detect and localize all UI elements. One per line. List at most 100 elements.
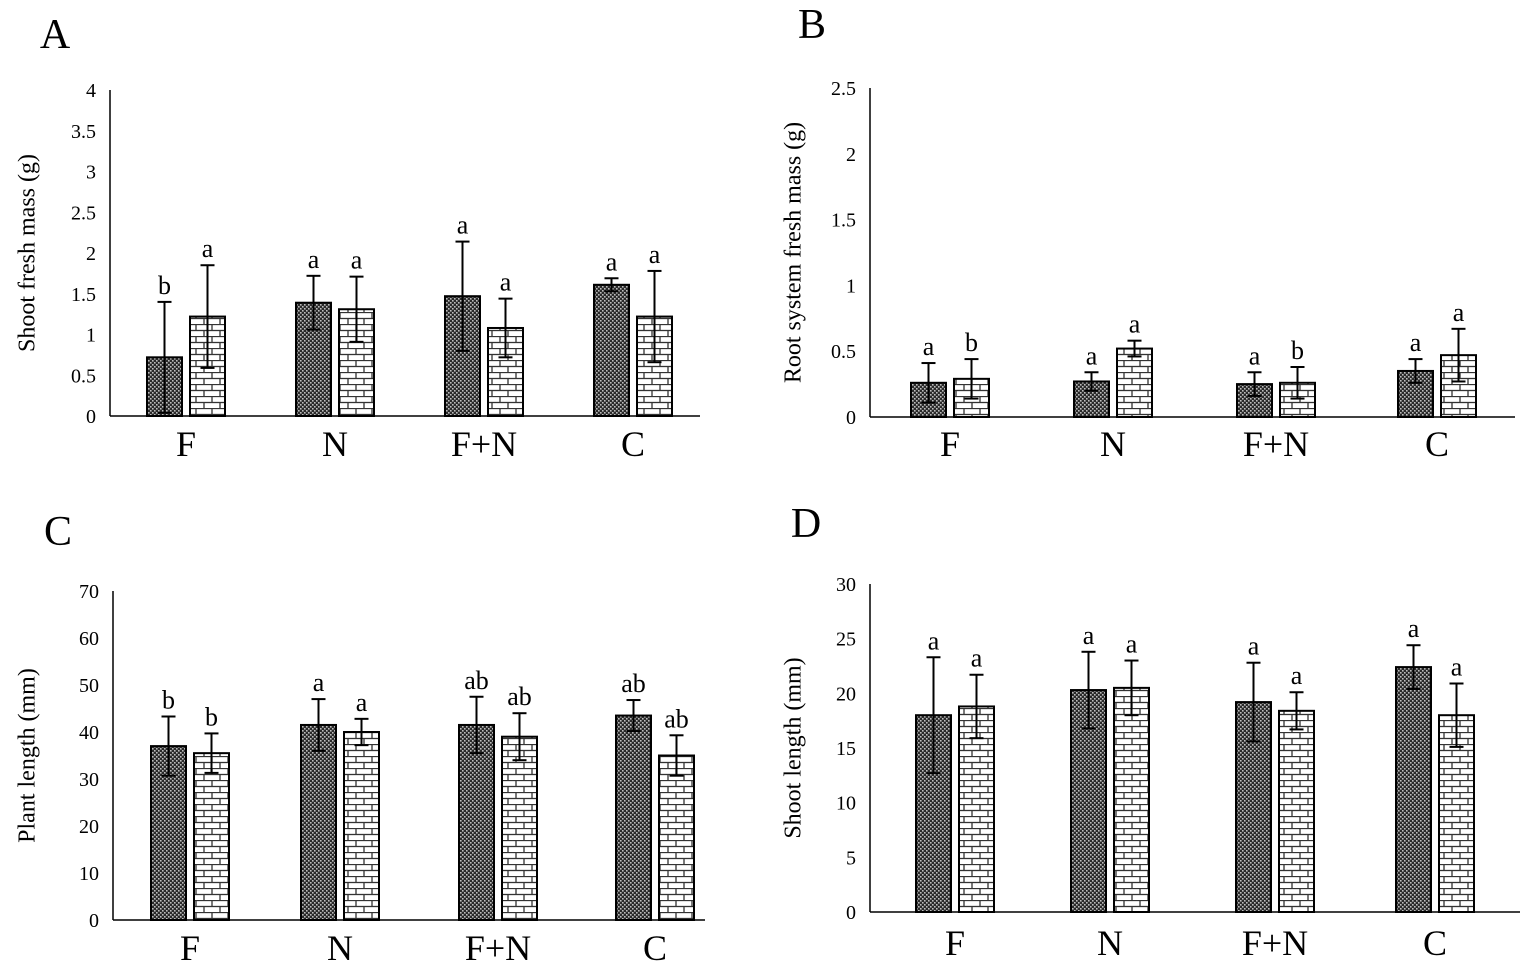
y-axis-label: Plant length (mm) bbox=[14, 668, 40, 843]
significance-letter: ab bbox=[464, 666, 489, 695]
panel-c: C 0 10 20 30 40 50 60 70 Plant length (mm) F N F+N Cb… bbox=[14, 509, 705, 968]
y-tick-label: 0.5 bbox=[831, 341, 856, 363]
significance-letter: b bbox=[205, 702, 218, 731]
significance-letter: a bbox=[1126, 630, 1138, 659]
y-tick-label: 10 bbox=[79, 863, 99, 885]
bar bbox=[458, 723, 495, 922]
x-tick-label: N bbox=[1100, 424, 1126, 464]
significance-letter: a bbox=[313, 668, 325, 697]
x-tick-label: F+N bbox=[1242, 923, 1308, 963]
y-axis-label: Shoot fresh mass (g) bbox=[14, 154, 40, 352]
significance-letter: a bbox=[308, 245, 320, 274]
x-tick-label: F bbox=[940, 424, 960, 464]
y-tick-label: 0.5 bbox=[71, 365, 96, 387]
significance-letter: a bbox=[457, 211, 469, 240]
bar bbox=[593, 283, 630, 417]
bar bbox=[958, 705, 995, 913]
significance-letter: a bbox=[202, 234, 214, 263]
significance-letter: b bbox=[158, 271, 171, 300]
y-tick-label: 3 bbox=[86, 162, 96, 184]
x-tick-label: C bbox=[1425, 424, 1449, 464]
significance-letter: ab bbox=[664, 704, 689, 733]
significance-letter: a bbox=[971, 644, 983, 673]
bar bbox=[636, 315, 673, 418]
significance-letter: b bbox=[965, 328, 978, 357]
significance-letter: a bbox=[351, 246, 363, 275]
x-tick-label: N bbox=[1097, 923, 1123, 963]
bar bbox=[501, 735, 538, 922]
bar bbox=[1438, 714, 1475, 914]
bar bbox=[343, 731, 380, 921]
y-axis-label: Root system fresh mass (g) bbox=[780, 122, 806, 383]
significance-letter: b bbox=[1291, 336, 1304, 365]
significance-letter: a bbox=[606, 247, 618, 276]
bar bbox=[615, 714, 652, 921]
significance-letter: a bbox=[1410, 328, 1422, 357]
significance-letter: a bbox=[356, 688, 368, 717]
significance-letter: a bbox=[1451, 652, 1463, 681]
y-tick-label: 50 bbox=[79, 675, 99, 697]
significance-letter: a bbox=[1086, 341, 1098, 370]
bar bbox=[1278, 709, 1315, 913]
panel-b: B 0 0.5 1 1.5 2 2.5 Root system fresh mass (g) F… bbox=[780, 2, 1515, 464]
y-tick-label: 0 bbox=[846, 902, 856, 924]
y-tick-label: 0 bbox=[89, 910, 99, 932]
x-tick-label: F+N bbox=[465, 928, 531, 968]
y-tick-label: 30 bbox=[79, 769, 99, 791]
significance-letter: b bbox=[162, 685, 175, 714]
significance-letter: ab bbox=[621, 669, 646, 698]
significance-letter: a bbox=[1291, 661, 1303, 690]
y-tick-label: 1 bbox=[86, 325, 96, 347]
bar bbox=[300, 723, 337, 922]
bar bbox=[1395, 666, 1432, 913]
x-tick-label: F bbox=[180, 928, 200, 968]
y-tick-label: 2 bbox=[86, 243, 96, 265]
significance-letter: a bbox=[500, 268, 512, 297]
significance-letter: a bbox=[1083, 621, 1095, 650]
x-tick-label: F+N bbox=[1243, 424, 1309, 464]
bar bbox=[1116, 347, 1153, 418]
y-tick-label: 25 bbox=[836, 629, 856, 651]
significance-letter: a bbox=[1408, 614, 1420, 643]
significance-letter: a bbox=[1453, 298, 1465, 327]
significance-letter: ab bbox=[507, 682, 532, 711]
panel-label: B bbox=[798, 2, 826, 48]
x-tick-label: C bbox=[643, 928, 667, 968]
x-tick-label: F bbox=[945, 923, 965, 963]
significance-letter: a bbox=[928, 626, 940, 655]
y-tick-label: 60 bbox=[79, 628, 99, 650]
panel-label: A bbox=[40, 12, 71, 58]
significance-letter: a bbox=[1248, 632, 1260, 661]
y-tick-label: 10 bbox=[836, 793, 856, 815]
y-tick-label: 1 bbox=[846, 275, 856, 297]
significance-letter: a bbox=[1129, 310, 1141, 339]
panel-a: A 0 0.5 1 1.5 2 2.5 3 3.5 4 Shoot fresh mass (g) F N… bbox=[14, 12, 700, 464]
bar bbox=[193, 752, 230, 922]
y-tick-label: 0 bbox=[846, 407, 856, 429]
y-tick-label: 15 bbox=[836, 738, 856, 760]
y-tick-label: 2 bbox=[846, 144, 856, 166]
y-tick-label: 3.5 bbox=[71, 121, 96, 143]
y-tick-label: 40 bbox=[79, 722, 99, 744]
y-axis-label: Shoot length (mm) bbox=[780, 657, 806, 838]
y-tick-label: 1.5 bbox=[71, 284, 96, 306]
x-tick-label: N bbox=[327, 928, 353, 968]
y-tick-label: 0 bbox=[86, 406, 96, 428]
y-tick-label: 20 bbox=[79, 816, 99, 838]
x-tick-label: F+N bbox=[451, 424, 517, 464]
panel-d: D 0 5 10 15 20 25 30 Shoot length (mm) F N F+N Ca a a a… bbox=[780, 501, 1520, 963]
significance-letter: a bbox=[923, 332, 935, 361]
y-tick-label: 4 bbox=[86, 80, 96, 102]
x-tick-label: N bbox=[322, 424, 348, 464]
y-tick-label: 1.5 bbox=[831, 210, 856, 232]
y-tick-label: 70 bbox=[79, 581, 99, 603]
y-tick-label: 5 bbox=[846, 847, 856, 869]
bar bbox=[658, 754, 695, 921]
x-tick-label: C bbox=[621, 424, 645, 464]
y-tick-label: 2.5 bbox=[71, 202, 96, 224]
panel-label: C bbox=[44, 509, 72, 555]
y-tick-label: 20 bbox=[836, 683, 856, 705]
y-tick-label: 30 bbox=[836, 574, 856, 596]
x-tick-label: F bbox=[176, 424, 196, 464]
